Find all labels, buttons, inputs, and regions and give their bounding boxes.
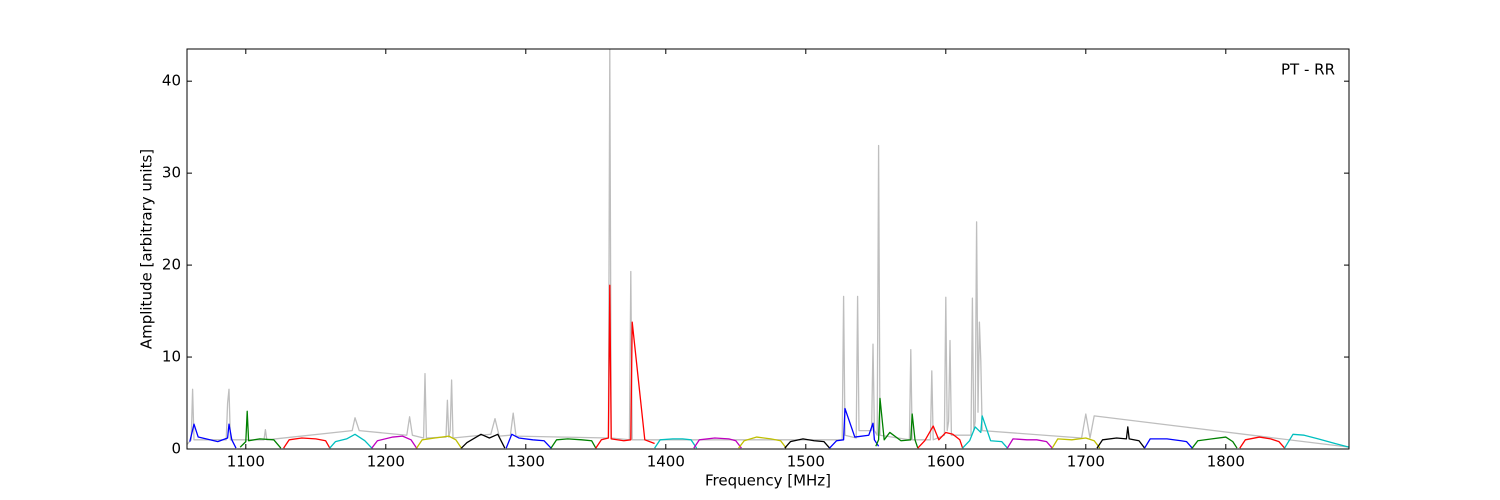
y-tick-label: 20 [162,256,181,274]
spectrum-segment [329,433,373,449]
spectrum-segment [416,435,462,449]
spectrum-segment [829,407,880,449]
spectrum-segment [283,437,331,449]
y-tick-label: 0 [171,440,181,458]
spectrum-segment [550,438,597,449]
y-tick-label: 40 [162,72,181,90]
background-spectrum [187,49,1349,448]
plot-area [187,49,1349,449]
spectrum-segment [693,437,742,449]
x-tick-label: 1600 [927,453,965,471]
spectrum-segment [1284,433,1349,449]
x-tick-label: 1100 [227,453,265,471]
x-tick-label: 1400 [647,453,685,471]
spectrum-segment [1096,426,1146,449]
x-tick-label: 1700 [1067,453,1105,471]
y-tick-label: 10 [162,348,181,366]
x-tick-label: 1300 [507,453,545,471]
spectrum-segment [784,438,831,449]
spectrum-segment [189,423,237,449]
spectrum-segment [738,436,787,449]
axes-frame [186,48,1350,450]
spectrum-segment [460,433,506,449]
y-tick-label: 30 [162,164,181,182]
spectrum-segment [595,284,655,449]
spectrum-segment [1006,438,1053,449]
spectrum-segment [1144,438,1193,449]
x-tick-label: 1200 [367,453,405,471]
spectrum-segment [1051,437,1101,449]
spectrum-segment [1239,436,1286,449]
spectrum-segment [962,415,1008,449]
spectrum-segment [239,410,282,449]
x-tick-label: 1500 [787,453,825,471]
spectrum-segment [1191,436,1238,449]
y-axis-label: Amplitude [arbitrary units] [138,149,156,349]
spectrum-segment [505,433,552,449]
spectrum-segment [917,425,964,449]
spectrum-segment [654,438,698,449]
spectrum-segment [875,397,919,449]
annotation: PT - RR [1281,61,1335,79]
spectrum-segment [371,435,418,449]
x-tick-label: 1800 [1207,453,1245,471]
x-axis-label: Frequency [MHz] [705,472,831,490]
